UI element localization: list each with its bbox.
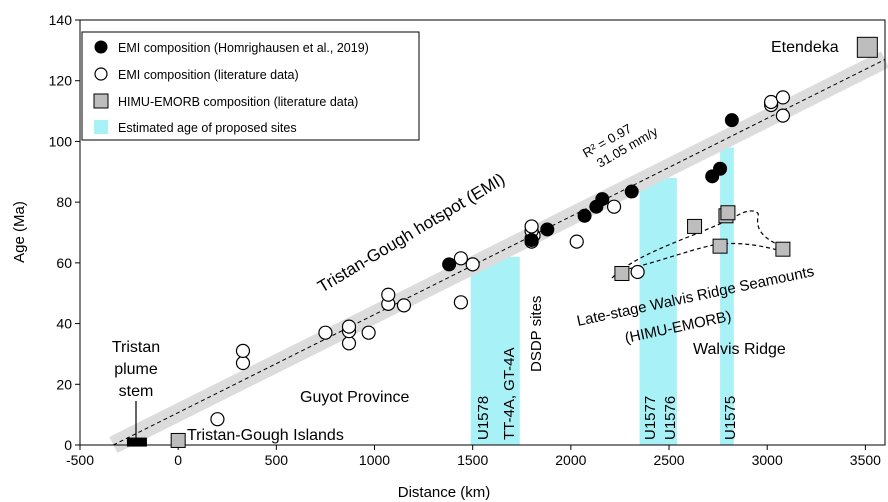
himu-emorb-point	[775, 241, 791, 257]
emi-literature-point	[453, 295, 469, 310]
himu-emorb-point	[856, 36, 878, 58]
emi-literature-point	[361, 325, 376, 340]
x-tick-label: 3500	[850, 452, 881, 468]
y-tick-label: 40	[56, 316, 72, 332]
y-tick-label: 140	[49, 12, 73, 28]
legend-marker-emi-filled	[94, 40, 108, 54]
y-tick-label: 20	[56, 376, 72, 392]
legend-label-himu: HIMU-EMORB composition (literature data)	[118, 95, 358, 109]
y-axis-ticks: 0 20 40 60 80 100 120 140	[49, 12, 80, 453]
y-tick-label: 120	[49, 73, 73, 89]
emi-literature-point	[764, 94, 779, 110]
tristan-stem-line-1: Tristan	[112, 339, 160, 356]
tristan-plume-stem-marker	[126, 437, 147, 447]
himu-emorb-point	[720, 205, 736, 221]
tristan-gough-islands-label: Tristan-Gough Islands	[187, 427, 344, 444]
y-tick-label: 0	[64, 437, 72, 453]
himu-emorb-point	[614, 265, 630, 281]
legend: EMI composition (Homrighausen et al., 20…	[81, 31, 420, 141]
x-tick-label: -500	[66, 452, 94, 468]
himu-emorb-point	[170, 432, 186, 448]
data-markers	[126, 36, 878, 448]
y-tick-label: 100	[49, 133, 73, 149]
emi-homrighausen-point	[713, 161, 728, 176]
x-tick-label: 500	[265, 452, 289, 468]
tristan-stem-line-2: plume	[114, 361, 158, 378]
legend-label-emi-open: EMI composition (literature data)	[118, 68, 299, 82]
x-axis-ticks: -500 0 500 1000 1500 2000 2500 3000 3500	[66, 445, 881, 468]
emi-literature-point	[569, 234, 584, 249]
tt4a-label: TT-4A, GT-4A	[501, 347, 518, 440]
emi-homrighausen-point	[524, 233, 539, 248]
dsdp-sites-label: DSDP sites	[528, 296, 545, 372]
legend-marker-cyan	[94, 120, 108, 134]
emi-literature-point	[341, 336, 357, 351]
himu-emorb-point	[712, 238, 728, 254]
emi-literature-point	[606, 199, 622, 214]
estimated-age-band	[470, 256, 520, 445]
u1578-label: U1578	[475, 396, 492, 440]
axes: -500 0 500 1000 1500 2000 2500 3000 3500 0204060…	[11, 12, 886, 501]
emi-homrighausen-point	[624, 184, 639, 199]
emi-literature-point	[318, 325, 333, 340]
emi-literature-point	[396, 298, 412, 313]
x-tick-label: 2500	[653, 452, 684, 468]
emi-homrighausen-point	[540, 222, 555, 237]
emi-literature-point	[524, 219, 539, 234]
late-stage-dashed-curves	[611, 210, 787, 279]
x-tick-label: 3000	[752, 452, 783, 468]
u1575-label: U1575	[722, 396, 739, 440]
legend-box	[81, 31, 420, 141]
emi-literature-point	[341, 319, 357, 334]
emi-literature-point	[235, 355, 251, 371]
himu-emorb-point	[687, 218, 703, 234]
legend-marker-emi-open	[94, 67, 108, 81]
estimated-age-band	[639, 177, 677, 445]
emi-homrighausen-point	[724, 113, 739, 128]
emi-literature-point	[775, 90, 791, 105]
emi-homrighausen-point	[577, 208, 592, 223]
legend-label-cyan: Estimated age of proposed sites	[118, 121, 297, 135]
x-tick-label: 0	[174, 452, 182, 468]
estimated-age-bands	[470, 147, 734, 445]
emi-literature-point	[630, 264, 645, 280]
x-axis-label: Distance (km)	[398, 484, 491, 501]
late-stage-curve-upper	[611, 210, 787, 279]
plot-frame	[79, 19, 886, 446]
walvis-ridge-label: Walvis Ridge	[693, 341, 786, 358]
guyot-province-label: Guyot Province	[300, 389, 409, 406]
x-tick-label: 1000	[359, 452, 390, 468]
x-tick-label: 2000	[555, 452, 586, 468]
u1577-label: U1577	[642, 396, 659, 440]
y-tick-label: 60	[56, 255, 72, 271]
regression-line	[113, 59, 886, 446]
legend-marker-himu	[93, 93, 109, 109]
emi-literature-point	[210, 412, 225, 427]
emi-literature-point	[465, 257, 480, 272]
tristan-stem-line-3: stem	[119, 383, 154, 400]
etendeka-label: Etendeka	[771, 39, 839, 56]
emi-literature-point	[381, 287, 396, 302]
late-stage-curve-lower	[615, 242, 779, 273]
regression-group	[109, 51, 888, 454]
u1576-label: U1576	[662, 396, 679, 440]
y-axis-label: Age (Ma)	[11, 201, 28, 263]
emi-homrighausen-point	[595, 192, 610, 207]
emi-literature-point	[453, 251, 469, 266]
legend-label-emi-filled: EMI composition (Homrighausen et al., 20…	[118, 41, 369, 55]
y-tick-label: 80	[56, 194, 72, 210]
emi-literature-point	[775, 108, 791, 123]
emi-literature-point	[235, 343, 251, 358]
emi-homrighausen-point	[442, 257, 457, 272]
x-tick-label: 1500	[457, 452, 488, 468]
